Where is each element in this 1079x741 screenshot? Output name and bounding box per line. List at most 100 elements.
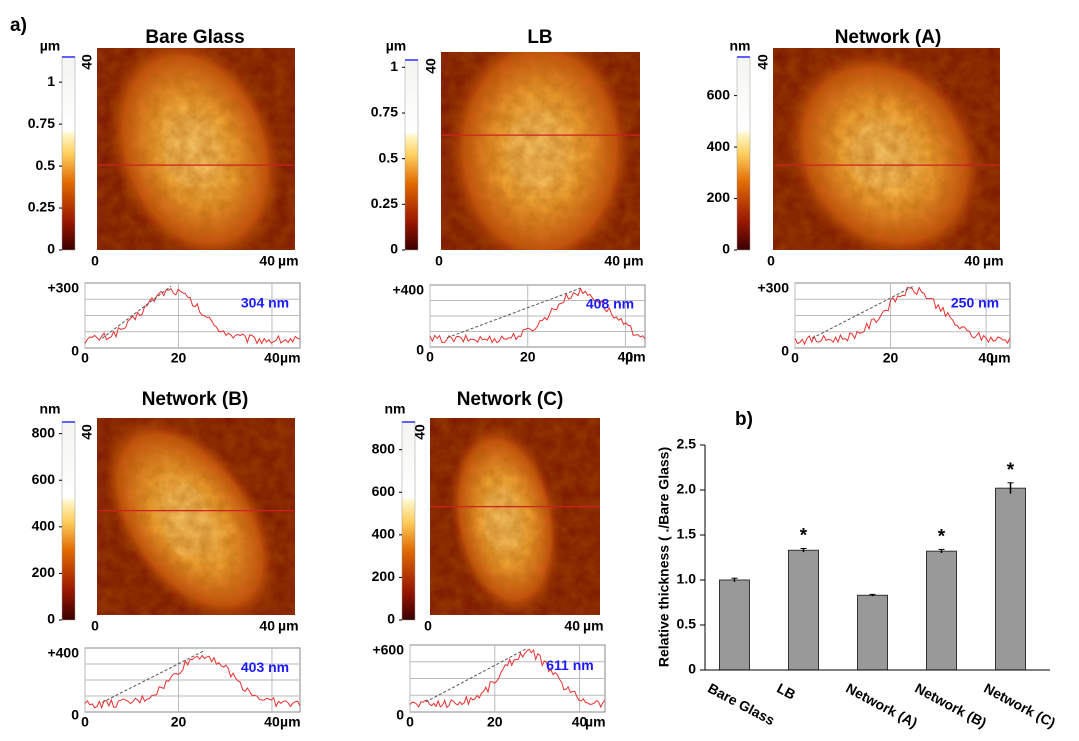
afm-image (773, 48, 1000, 250)
y-tick-label: 2.0 (677, 481, 697, 497)
colorbar-tick-label: 0 (47, 611, 55, 627)
image-y-label: 40 (423, 58, 439, 74)
image-x-unit: µm (983, 253, 1004, 269)
profile-y-label: +600 (372, 642, 404, 658)
profile-x-unit: µm (625, 349, 646, 365)
bar (719, 579, 750, 671)
colorbar-tick-label: 1 (47, 73, 55, 89)
image-x-unit: µm (278, 253, 299, 269)
image-x-max: 40 (604, 253, 620, 269)
profile-x-tick-label: 0 (426, 349, 434, 365)
afm-image (97, 48, 295, 250)
colorbar-tick-label: 800 (372, 440, 396, 456)
colorbar-tick-label: 0.5 (36, 157, 56, 173)
image-x-unit: µm (623, 253, 644, 269)
y-axis-label: Relative thickness ( ./Bare Glass) (656, 447, 672, 667)
panel-title: Network (C) (457, 389, 564, 410)
colorbar-tick-label: 800 (32, 424, 56, 440)
profile-y-label: +300 (757, 280, 789, 296)
profile-x-tick-label: 20 (487, 714, 503, 730)
profile-x-tick-label: 20 (883, 350, 899, 366)
colorbar-unit: nm (730, 38, 751, 54)
afm-image (97, 418, 295, 615)
panel-title: Network (B) (142, 389, 249, 410)
image-x-max: 40 (259, 618, 275, 634)
panel-title: Bare Glass (145, 27, 244, 48)
profile-x-tick-label: 40 (618, 349, 634, 365)
colorbar-tick-label: 0.25 (28, 199, 55, 215)
texture (97, 48, 295, 250)
profile-x-tick-label: 40 (978, 350, 994, 366)
profile-height: 408 nm (586, 296, 634, 312)
profile-y0: 0 (396, 707, 404, 723)
bar (926, 550, 957, 671)
colorbar (404, 59, 419, 251)
profile-height: 403 nm (241, 659, 289, 675)
profile-y0: 0 (71, 707, 79, 723)
colorbar-tick-label: 400 (372, 526, 396, 542)
x-tick-label: Network (B) (912, 680, 989, 731)
colorbar-unit: nm (385, 401, 406, 417)
profile-x-unit: µm (990, 350, 1011, 366)
y-tick-label: 2.5 (677, 436, 697, 452)
texture (97, 418, 295, 615)
profile-guide (447, 287, 581, 339)
profile-x-tick-label: 0 (81, 714, 89, 730)
colorbar-tick-label: 600 (32, 471, 56, 487)
y-tick-label: 1.0 (677, 571, 697, 587)
profile-x-tick-label: 20 (171, 350, 187, 366)
profile-x-tick-label: 20 (520, 349, 536, 365)
profile-x-tick-label: 0 (81, 350, 89, 366)
colorbar (401, 421, 416, 621)
image-x0: 0 (91, 253, 99, 269)
colorbar-tick-label: 600 (707, 86, 731, 102)
colorbar-tick-label: 0.75 (371, 104, 398, 120)
image-x0: 0 (91, 618, 99, 634)
profile-x-tick-label: 40 (572, 714, 588, 730)
afm-image (441, 52, 640, 250)
profile-height: 611 nm (546, 657, 593, 673)
image-y-label: 40 (79, 424, 95, 440)
texture (430, 418, 600, 615)
colorbar-tick-label: 0.25 (371, 195, 398, 211)
profile-trace (84, 287, 301, 345)
colorbar-unit: µm (386, 38, 407, 54)
image-x-unit: µm (278, 618, 299, 634)
profile-x-tick-label: 0 (406, 714, 414, 730)
image-y-label: 40 (79, 54, 95, 70)
colorbar-tick-label: 400 (32, 518, 56, 534)
colorbar-tick-label: 0.75 (28, 115, 55, 131)
image-x-max: 40 (259, 253, 275, 269)
x-tick-label: LB (774, 680, 798, 703)
panel-label: a) (10, 15, 27, 36)
image-x0: 0 (767, 253, 775, 269)
y-tick-label: 0 (688, 661, 696, 677)
profile-guide (101, 650, 204, 703)
colorbar-tick-label: 0 (47, 241, 55, 257)
profile-x-unit: µm (280, 714, 301, 730)
colorbar-tick-label: 200 (707, 189, 731, 205)
profile-trace (794, 286, 1011, 346)
profile-y0: 0 (781, 343, 789, 359)
x-tick-label: Network (C) (981, 680, 1058, 731)
profile-x-tick-label: 40 (264, 350, 280, 366)
bar (995, 487, 1026, 671)
colorbar-tick-label: 0.5 (379, 149, 399, 165)
image-x-unit: µm (583, 618, 604, 634)
image-x-max: 40 (964, 253, 980, 269)
colorbar (61, 56, 76, 251)
significance-marker: * (1007, 460, 1015, 481)
texture (441, 52, 640, 250)
profile-trace (429, 287, 646, 344)
image-x-max: 40 (564, 618, 580, 634)
colorbar-tick-label: 600 (372, 483, 396, 499)
profile-trace (84, 654, 301, 710)
profile-height: 304 nm (241, 295, 289, 311)
colorbar-tick-label: 0 (390, 241, 398, 257)
profile-guide (101, 285, 172, 339)
image-y-label: 40 (412, 424, 428, 440)
x-tick-label: Network (A) (843, 680, 920, 731)
bar (857, 594, 888, 671)
profile-x-tick-label: 20 (171, 714, 187, 730)
